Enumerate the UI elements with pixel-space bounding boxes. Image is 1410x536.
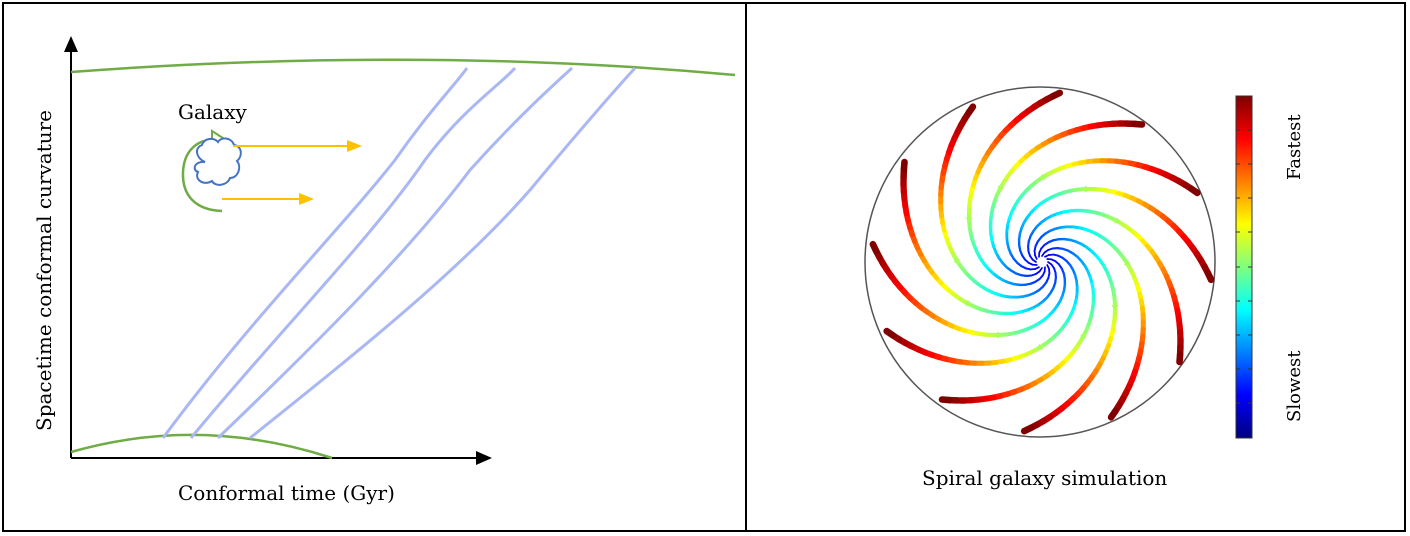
- bottom-boundary-curve: [70, 433, 333, 460]
- streamline-segment: [1204, 269, 1215, 284]
- streamline-segment: [1107, 407, 1119, 421]
- streamline-segment: [1020, 424, 1035, 435]
- streamline-arrowhead-icon: [954, 256, 961, 264]
- worldline-2: [189, 67, 517, 439]
- streamline-segment: [869, 240, 880, 255]
- streamline-segment: [900, 158, 908, 173]
- streamline-arrowhead-icon: [1123, 260, 1130, 268]
- streamline-arrowhead-icon: [997, 182, 1004, 190]
- colorbar-high-label: Fastest: [1284, 114, 1305, 180]
- streamline-arrowhead-icon: [965, 212, 973, 220]
- y-axis-arrowhead: [64, 36, 78, 52]
- streamline-segment: [1187, 185, 1201, 197]
- streamline-arrowhead-icon: [1114, 217, 1122, 224]
- streamline-segment: [965, 103, 977, 117]
- rotation-arc: [181, 138, 223, 213]
- streamline-arrowhead-icon: [1084, 185, 1092, 193]
- streamline-arrowhead-icon: [992, 331, 1000, 339]
- velocity-arrowhead-bottom-icon: [299, 193, 314, 205]
- streamline-segment: [1176, 351, 1184, 366]
- x-axis-label: Conformal time (Gyr): [178, 481, 395, 505]
- galaxy-label: Galaxy: [178, 100, 248, 124]
- panel-caption: Spiral galaxy simulation: [922, 466, 1167, 490]
- worldline-3: [216, 66, 574, 440]
- galaxy-rotation-icon: [181, 129, 362, 213]
- left-panel: Galaxy Conformal time (Gyr) Spacetime co…: [32, 36, 736, 505]
- right-panel: Fastest Slowest Spiral galaxy simulation: [864, 86, 1305, 490]
- streamline-segment: [1131, 120, 1146, 128]
- colorbar-low-label: Slowest: [1284, 350, 1305, 422]
- panel-divider: [745, 2, 747, 532]
- worldline-1: [161, 67, 469, 439]
- worldlines: [161, 66, 637, 440]
- top-boundary-curve: [70, 58, 736, 77]
- streamline-arrowhead-icon: [1040, 174, 1048, 181]
- streamline-segment: [938, 396, 953, 404]
- streamline-arrowhead-icon: [962, 300, 970, 307]
- streamline-arrowhead-icon: [1111, 304, 1119, 312]
- spiral-streamlines: [869, 89, 1215, 435]
- colorbar-ticks: [1236, 129, 1252, 404]
- galaxy-boundary-circle: [864, 86, 1216, 438]
- velocity-arrowhead-top-icon: [347, 140, 362, 152]
- cloud-icon: [193, 137, 242, 186]
- streamline-segment: [883, 327, 897, 339]
- streamline-arrowhead-icon: [1080, 334, 1087, 342]
- x-axis-arrowhead: [476, 451, 492, 465]
- streamline-arrowhead-icon: [1036, 343, 1044, 350]
- streamline-segment: [1049, 89, 1064, 100]
- worldline-4: [249, 66, 637, 440]
- y-axis-label: Spacetime conformal curvature: [32, 110, 56, 431]
